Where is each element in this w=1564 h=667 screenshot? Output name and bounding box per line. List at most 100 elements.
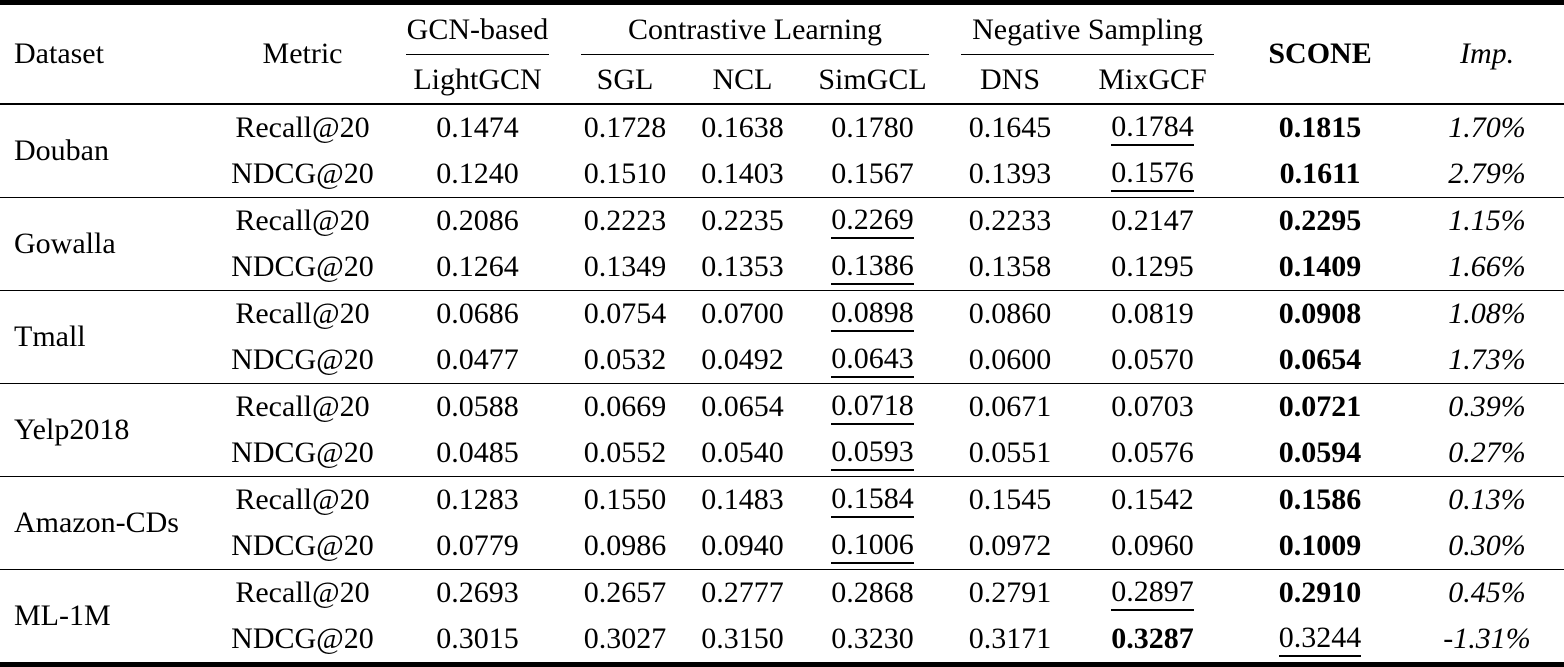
metric-cell: Recall@20 — [235, 111, 370, 144]
value-cell: 0.2233 — [945, 197, 1076, 244]
value-cell: 0.1264 — [390, 244, 565, 291]
dataset-cell: Tmall — [0, 290, 215, 384]
column-header-dataset: Dataset — [14, 37, 104, 70]
value-text: 0.1586 — [1278, 483, 1362, 516]
value-text: 0.1728 — [583, 111, 667, 144]
value-cell: 0.2223 — [565, 197, 685, 244]
dataset-cell: Amazon-CDs — [0, 476, 215, 570]
group-header-contrastive-learning: Contrastive Learning — [565, 3, 945, 58]
value-cell: 0.0593 — [800, 430, 945, 477]
value-text: 0.1349 — [583, 250, 667, 283]
value-cell: 0.1586 — [1230, 476, 1411, 523]
metric-cell: NDCG@20 — [231, 250, 374, 283]
value-text: 0.0485 — [436, 436, 519, 469]
value-cell: 0.3171 — [945, 616, 1075, 665]
metric-cell: NDCG@20 — [231, 157, 374, 190]
value-text: 0.0860 — [968, 297, 1052, 330]
value-text: 0.0721 — [1278, 390, 1362, 423]
value-text: 0.2233 — [968, 204, 1052, 237]
value-text: 0.2657 — [583, 576, 667, 609]
value-text: 0.1403 — [701, 157, 784, 190]
value-cell: 0.0485 — [390, 430, 565, 477]
value-cell: 0.1283 — [390, 476, 565, 523]
table-body: Douban Recall@20 0.1474 0.1728 0.1638 0.1780 0… — [0, 104, 1564, 665]
metric-cell: Recall@20 — [215, 476, 390, 523]
value-text: 0.1567 — [831, 157, 914, 190]
improvement-cell: 2.79% — [1448, 157, 1526, 190]
dataset-cell: Douban — [14, 134, 109, 167]
value-cell: 0.1584 — [800, 476, 946, 523]
table-row: NDCG@20 0.1264 0.1349 0.1353 0.1386 0.1358 0.1… — [0, 244, 1564, 291]
value-text: 0.1550 — [583, 483, 667, 516]
group-header-negative-sampling: Negative Sampling — [945, 3, 1230, 58]
value-text: 0.0671 — [968, 390, 1052, 423]
metric-cell: NDCG@20 — [231, 343, 374, 376]
group-header-label: Contrastive Learning — [581, 7, 930, 55]
value-text: 0.0819 — [1111, 297, 1194, 330]
value-cell: 0.2235 — [685, 197, 800, 244]
value-cell: 0.2791 — [945, 569, 1076, 616]
value-text: 0.2897 — [1111, 576, 1194, 611]
value-text: 0.2223 — [583, 204, 667, 237]
column-header-lightgcn: LightGCN — [413, 63, 542, 96]
improvement-cell: 1.66% — [1448, 250, 1526, 283]
dataset-cell: Gowalla — [0, 197, 215, 291]
column-header-imp: Imp. — [1459, 37, 1515, 70]
value-text: 0.1006 — [831, 529, 914, 564]
value-cell: 0.0654 — [1230, 337, 1410, 384]
header-sub-row: LightGCN SGL NCL SimGCL DNS MixGCF — [0, 57, 1564, 104]
value-cell: 0.0551 — [945, 430, 1075, 477]
table-row: NDCG@20 0.0477 0.0532 0.0492 0.0643 0.0600 0.0… — [0, 337, 1564, 384]
value-text: 0.1283 — [436, 483, 519, 516]
value-text: 0.2910 — [1278, 576, 1362, 609]
table-row: Douban Recall@20 0.1474 0.1728 0.1638 0.1780 0… — [0, 104, 1564, 167]
value-cell: 0.0588 — [390, 383, 565, 430]
value-text: 0.1240 — [436, 157, 519, 190]
value-cell: 0.0600 — [945, 337, 1075, 384]
metric-cell: Recall@20 — [215, 569, 390, 616]
value-text: 0.2693 — [436, 576, 519, 609]
improvement-cell: 1.08% — [1410, 290, 1564, 337]
value-cell: 0.0669 — [565, 383, 685, 430]
value-cell: 0.1638 — [685, 104, 800, 151]
value-text: 0.1510 — [583, 157, 667, 190]
metric-cell: Recall@20 — [215, 197, 390, 244]
value-text: 0.0940 — [701, 529, 784, 562]
value-cell: 0.2777 — [685, 569, 800, 616]
value-cell: 0.1009 — [1230, 523, 1410, 570]
value-text: 0.1784 — [1111, 111, 1194, 146]
value-cell: 0.1006 — [800, 523, 945, 570]
value-cell: 0.0492 — [685, 337, 800, 384]
value-text: 0.0552 — [583, 436, 667, 469]
value-text: 0.2777 — [701, 576, 784, 609]
value-cell: 0.0819 — [1075, 290, 1231, 337]
table-row: Tmall Recall@20 0.0686 0.0754 0.0700 0.0898 0.… — [0, 290, 1564, 384]
value-text: 0.1576 — [1111, 157, 1194, 192]
value-text: 0.3150 — [701, 622, 784, 655]
improvement-cell: 1.73% — [1448, 343, 1526, 376]
value-cell: 0.0703 — [1075, 383, 1231, 430]
value-text: 0.1295 — [1111, 250, 1194, 283]
value-text: 0.0754 — [583, 297, 667, 330]
value-text: 0.0669 — [583, 390, 667, 423]
value-text: 0.0654 — [1278, 343, 1362, 376]
value-cell: 0.1295 — [1075, 244, 1230, 291]
value-text: 0.0779 — [436, 529, 519, 562]
value-cell: 0.1403 — [685, 151, 800, 198]
value-text: 0.2086 — [436, 204, 519, 237]
improvement-cell: 1.70% — [1448, 111, 1526, 144]
value-text: 0.0600 — [968, 343, 1052, 376]
value-cell: 0.3015 — [390, 616, 565, 665]
value-text: 0.3244 — [1278, 622, 1362, 657]
value-cell: 0.0754 — [565, 290, 685, 337]
value-cell: 0.0686 — [390, 290, 565, 337]
value-cell: 0.1784 — [1075, 104, 1230, 151]
value-text: 0.2868 — [831, 576, 914, 609]
value-cell: 0.1353 — [685, 244, 800, 291]
value-cell: 0.0721 — [1230, 383, 1411, 430]
value-text: 0.0551 — [968, 436, 1052, 469]
value-text: 0.1638 — [701, 111, 784, 144]
improvement-cell: 1.15% — [1410, 197, 1564, 244]
value-text: 0.0960 — [1111, 529, 1194, 562]
